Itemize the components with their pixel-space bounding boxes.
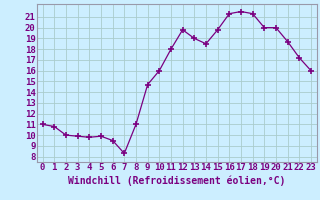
X-axis label: Windchill (Refroidissement éolien,°C): Windchill (Refroidissement éolien,°C) [68,175,285,186]
